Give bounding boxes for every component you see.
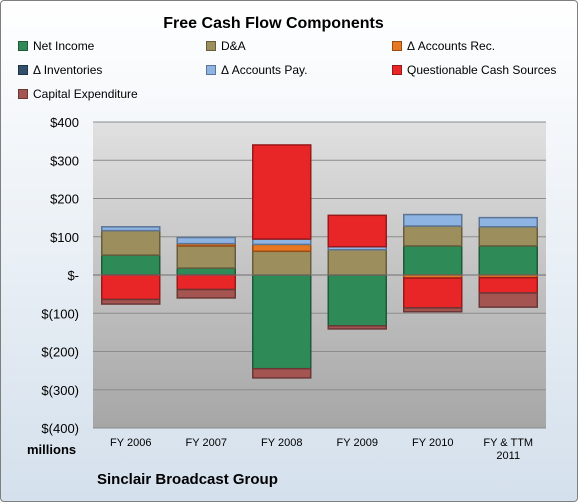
legend-label: Δ Accounts Pay.: [221, 63, 308, 77]
unit-label: millions: [27, 442, 77, 457]
bar-segment: [252, 274, 312, 370]
legend-item: Questionable Cash Sources: [392, 63, 556, 77]
bar-segment: [176, 236, 236, 245]
bar-segment: [101, 229, 161, 256]
bar-segment: [176, 288, 236, 299]
x-tick-label: FY & TTM: [483, 437, 533, 449]
x-tick-label: FY 2008: [261, 437, 302, 449]
company-label: Sinclair Broadcast Group: [97, 471, 278, 488]
bar-segment: [403, 225, 463, 247]
legend-item: Δ Inventories: [18, 63, 102, 77]
bar-segment: [252, 243, 312, 253]
bar-segment: [327, 249, 387, 276]
y-tick-label: $200: [50, 192, 79, 207]
bar-segment: [403, 245, 463, 276]
bar-segment: [478, 245, 538, 276]
legend-label: Net Income: [33, 39, 95, 53]
legend-swatch: [392, 41, 402, 51]
bar-segment: [176, 267, 236, 276]
bar-segment: [101, 226, 161, 232]
legend-label: Questionable Cash Sources: [407, 63, 557, 77]
bar-segment: [403, 277, 463, 309]
x-tick-label: 2011: [496, 450, 520, 462]
bar-segment: [478, 216, 538, 228]
y-tick-label: $(200): [41, 345, 79, 360]
bar-segment: [176, 245, 236, 269]
bar-segment: [327, 214, 387, 248]
bar-segment: [176, 274, 236, 291]
legend-swatch: [206, 41, 216, 51]
y-tick-label: $100: [50, 230, 79, 245]
y-tick-label: $(300): [41, 383, 79, 398]
x-tick-label: FY 2009: [337, 437, 378, 449]
legend-swatch: [206, 65, 216, 75]
bar-segment: [403, 307, 463, 313]
bar-segment: [327, 325, 387, 330]
y-tick-label: $(400): [41, 421, 79, 436]
legend-label: Δ Inventories: [33, 63, 103, 77]
y-tick-label: $300: [50, 153, 79, 168]
legend-label: Capital Expenditure: [33, 87, 138, 101]
x-tick-label: FY 2007: [186, 437, 227, 449]
bar-segment: [327, 274, 387, 327]
legend-swatch: [18, 65, 28, 75]
bar-segment: [478, 226, 538, 247]
y-tick-label: $400: [50, 115, 79, 130]
bar-segment: [101, 274, 161, 301]
bar-segment: [252, 367, 312, 379]
bar-segment: [252, 144, 312, 240]
legend-item: Δ Accounts Rec.: [392, 39, 495, 53]
legend-item: D&A: [206, 39, 246, 53]
legend-swatch: [18, 41, 28, 51]
legend-swatch: [392, 65, 402, 75]
x-tick-label: FY 2006: [110, 437, 151, 449]
legend-item: Capital Expenditure: [18, 87, 138, 101]
bar-segment: [101, 298, 161, 305]
y-tick-label: $-: [67, 268, 79, 283]
legend-item: Net Income: [18, 39, 94, 53]
bar-segment: [101, 254, 161, 276]
bar-segment: [252, 238, 312, 246]
legend: Net Income D&A Δ Accounts Rec. Δ Inventorie…: [18, 37, 577, 109]
bar-segment: [478, 292, 538, 308]
legend-swatch: [18, 89, 28, 99]
x-tick-label: FY 2010: [412, 437, 453, 449]
legend-label: D&A: [221, 39, 246, 53]
legend-label: Δ Accounts Rec.: [407, 39, 496, 53]
legend-item: Δ Accounts Pay.: [206, 63, 308, 77]
bar-segment: [403, 213, 463, 227]
bar-segment: [252, 250, 312, 276]
y-tick-label: $(100): [41, 306, 79, 321]
bar-segment: [478, 276, 538, 294]
chart-title: Free Cash Flow Components: [163, 15, 384, 32]
